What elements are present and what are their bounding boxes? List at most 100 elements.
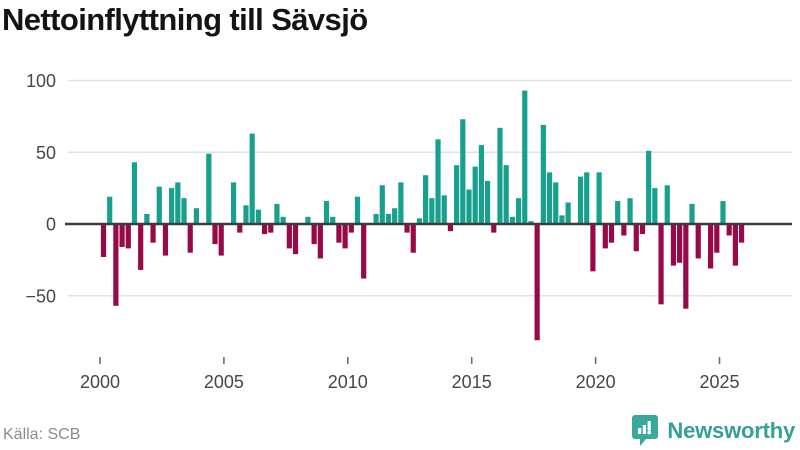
- bar: [255, 209, 261, 224]
- bar: [274, 203, 280, 224]
- bar: [584, 172, 590, 224]
- bar: [689, 203, 695, 224]
- bar: [107, 196, 113, 224]
- bar: [292, 224, 299, 255]
- bar: [565, 202, 571, 224]
- bar: [268, 224, 274, 233]
- bar: [342, 224, 348, 249]
- bar: [138, 224, 144, 270]
- bar: [305, 216, 311, 224]
- bar: [503, 165, 509, 224]
- bar: [311, 224, 317, 245]
- bar: [119, 224, 125, 247]
- bar: [323, 201, 330, 224]
- bar: [169, 188, 175, 224]
- bar: [621, 224, 627, 236]
- newsworthy-wordmark: Newsworthy: [667, 417, 795, 443]
- x-tick-label: 2015: [452, 372, 492, 392]
- x-tick-label: 2025: [699, 372, 739, 392]
- bar: [354, 196, 361, 224]
- y-tick-label: 50: [36, 143, 56, 163]
- bar: [658, 224, 664, 305]
- bar: [435, 139, 441, 224]
- bar: [187, 224, 193, 253]
- y-tick-label: 100: [26, 71, 56, 91]
- x-tick-label: 2000: [80, 372, 120, 392]
- bar: [243, 205, 249, 224]
- bar: [361, 224, 367, 279]
- bar: [484, 180, 491, 224]
- bar: [447, 224, 454, 232]
- bar: [695, 224, 701, 259]
- bar: [627, 198, 633, 224]
- bar: [683, 224, 689, 309]
- bar: [720, 201, 726, 224]
- bar: [144, 213, 150, 224]
- bar: [528, 221, 534, 224]
- bar: [150, 224, 156, 243]
- bar: [509, 216, 515, 224]
- bar: [522, 90, 528, 224]
- bar: [423, 175, 429, 224]
- bar: [608, 224, 615, 243]
- bar: [559, 215, 565, 224]
- bar: [280, 216, 286, 224]
- bar: [249, 133, 255, 224]
- bar: [540, 124, 546, 224]
- bar: [398, 182, 404, 224]
- bar: [732, 224, 738, 266]
- bar: [392, 208, 398, 224]
- bar: [515, 198, 522, 224]
- x-tick-label: 2020: [576, 372, 616, 392]
- bar: [714, 224, 720, 253]
- bar: [677, 224, 683, 263]
- bar: [478, 145, 484, 224]
- bar: [646, 150, 652, 224]
- bar: [162, 224, 169, 256]
- bar: [441, 195, 447, 224]
- bar: [429, 198, 435, 224]
- bar: [100, 224, 107, 258]
- bar: [633, 224, 639, 252]
- bar: [590, 224, 596, 272]
- bar: [330, 216, 336, 224]
- bar: [602, 224, 608, 249]
- bar: [497, 127, 503, 224]
- bar: [317, 224, 323, 259]
- bar: [125, 224, 131, 249]
- bar: [181, 198, 187, 224]
- y-tick-label: −50: [25, 286, 56, 306]
- bar: [193, 208, 200, 224]
- x-tick-label: 2010: [328, 372, 368, 392]
- bar: [466, 189, 472, 224]
- bar: [615, 201, 621, 224]
- bar: [454, 165, 460, 224]
- bar: [472, 166, 478, 224]
- bar: [218, 224, 224, 256]
- bar: [113, 224, 119, 306]
- newsworthy-icon: [632, 415, 659, 446]
- bar: [373, 213, 379, 224]
- bar: [670, 224, 677, 266]
- bar: [348, 224, 354, 233]
- bar: [379, 185, 385, 224]
- bar: [212, 224, 218, 245]
- bar: [546, 172, 553, 224]
- bar: [726, 224, 732, 236]
- bar: [237, 224, 243, 233]
- chart-title: Nettoinflyttning till Sävsjö: [2, 2, 368, 37]
- bar: [385, 213, 392, 224]
- bar: [404, 224, 410, 233]
- bar: [639, 224, 646, 235]
- newsworthy-logo[interactable]: Newsworthy: [632, 415, 795, 446]
- bar: [410, 224, 416, 253]
- bar: [131, 162, 138, 224]
- bar: [596, 172, 602, 224]
- bar: [336, 224, 342, 243]
- bar: [491, 224, 497, 233]
- bar: [708, 224, 714, 269]
- bar: [652, 188, 658, 224]
- bar: [261, 224, 268, 235]
- bar: [175, 182, 181, 224]
